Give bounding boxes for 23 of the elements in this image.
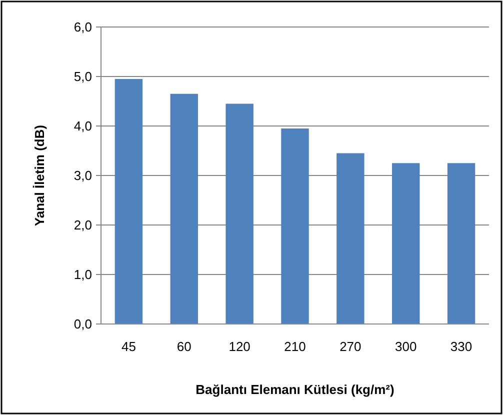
bar <box>170 94 198 324</box>
x-tick-label: 210 <box>284 339 306 354</box>
y-tick-label: 1,0 <box>74 267 92 282</box>
y-tick-label: 2,0 <box>74 218 92 233</box>
x-tick-label: 45 <box>121 339 136 354</box>
y-tick-label: 5,0 <box>74 69 92 84</box>
bar <box>447 163 476 324</box>
y-tick-label: 3,0 <box>74 168 92 184</box>
y-tick-label: 4,0 <box>74 118 92 134</box>
y-axis-title: Yanal İletim (dB) <box>32 124 47 226</box>
bar <box>336 153 364 324</box>
bar <box>281 128 309 324</box>
x-tick-label: 120 <box>228 339 250 354</box>
bar <box>392 163 420 324</box>
bar <box>226 104 254 324</box>
x-tick-label: 60 <box>176 339 192 354</box>
x-tick-label: 270 <box>340 339 362 354</box>
y-tick-label: 0,0 <box>74 316 92 332</box>
y-tick-label: 6,0 <box>74 20 92 35</box>
x-tick-label: 330 <box>450 339 472 354</box>
bar <box>114 78 143 324</box>
x-axis-title: Bağlantı Elemanı Kütlesi (kg/m²) <box>196 382 394 397</box>
x-tick-label: 300 <box>395 339 417 354</box>
